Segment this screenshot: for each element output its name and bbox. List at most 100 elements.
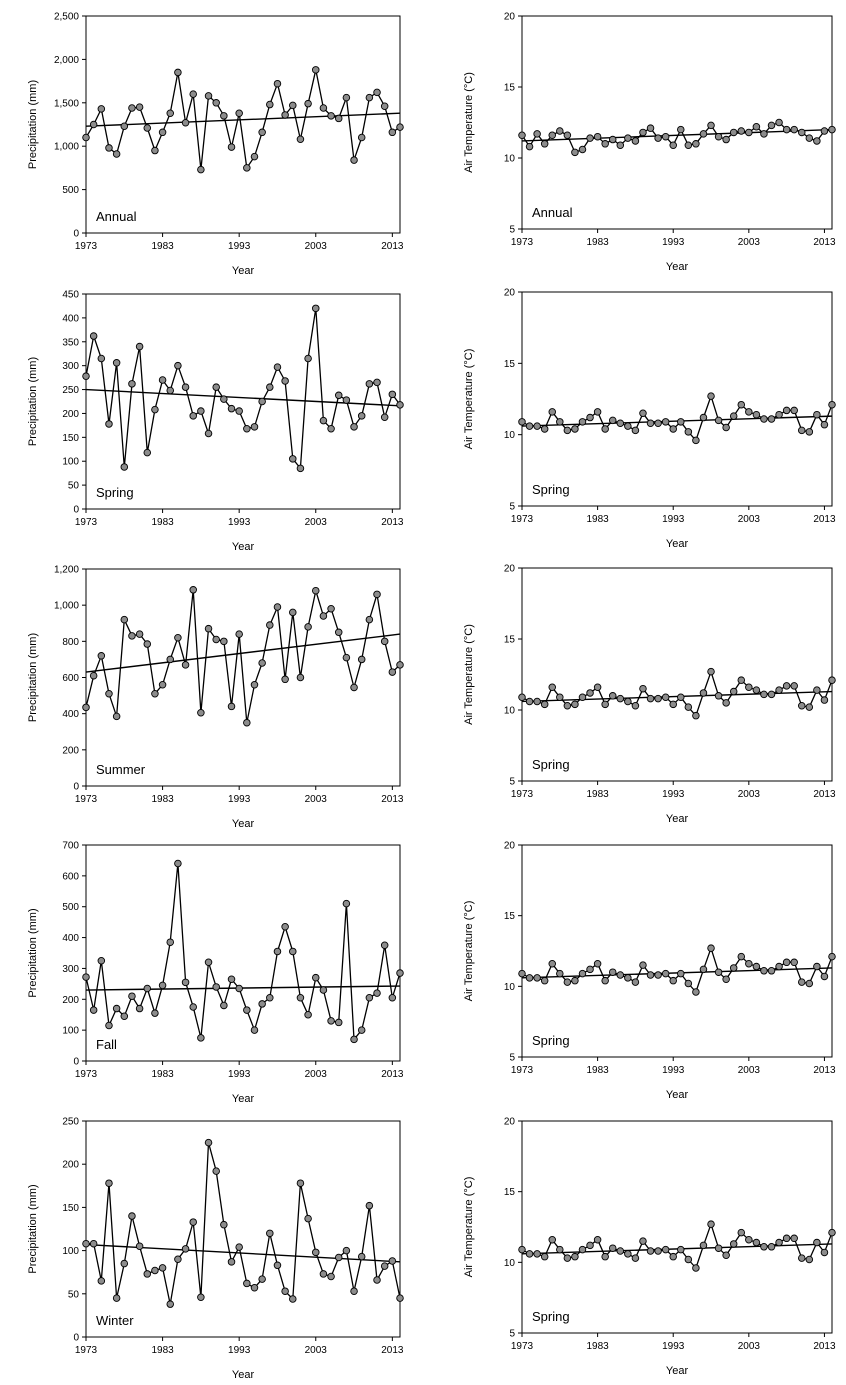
- y-tick-label: 500: [62, 185, 79, 196]
- data-point: [737, 1228, 746, 1237]
- y-axis-label: Air Temperature (°C): [463, 624, 475, 725]
- data-point: [334, 628, 343, 637]
- data-point: [312, 1248, 320, 1257]
- y-axis-label: Precipitation (mm): [27, 80, 39, 169]
- panel-label: Spring: [96, 485, 134, 500]
- data-point: [197, 1293, 205, 1302]
- data-point: [593, 959, 602, 968]
- x-tick-label: 2013: [381, 794, 404, 805]
- data-point: [143, 1270, 152, 1278]
- data-point: [571, 1252, 579, 1261]
- data-point: [143, 448, 152, 457]
- data-point: [707, 121, 715, 130]
- panel-label: Spring: [532, 757, 570, 772]
- y-tick-label: 10: [504, 1258, 516, 1269]
- y-tick-label: 5: [509, 1053, 515, 1064]
- data-point: [631, 978, 640, 986]
- data-point: [782, 1234, 791, 1243]
- x-tick-label: 1973: [75, 241, 98, 252]
- data-point: [143, 984, 152, 993]
- data-point: [281, 377, 289, 385]
- x-axis-label: Year: [666, 1365, 689, 1377]
- y-tick-label: 15: [504, 359, 516, 370]
- data-point: [684, 979, 693, 988]
- data-point: [388, 1257, 397, 1265]
- data-point: [235, 630, 243, 638]
- x-tick-label: 2003: [738, 1065, 761, 1076]
- data-point: [174, 68, 182, 77]
- data-point: [135, 630, 144, 638]
- trend-line: [85, 1243, 401, 1263]
- series-line: [85, 589, 401, 724]
- data-point: [388, 668, 397, 676]
- chart-panel-9: 0 50 100 150 200 250 1973 1983 1993 2003 2013 Year P…: [27, 1117, 404, 1382]
- data-point: [258, 1275, 266, 1283]
- data-point: [639, 684, 647, 693]
- y-tick-label: 5: [509, 1329, 515, 1340]
- data-point: [350, 1035, 358, 1044]
- data-point: [760, 690, 768, 699]
- y-tick-label: 20: [504, 288, 516, 299]
- trend-line: [85, 112, 401, 127]
- data-point: [714, 692, 723, 700]
- data-point: [707, 944, 715, 952]
- chart-panel-1: 0 500 1,000 1,500 2,000 2,500 1973 1983 1993 2003…: [27, 12, 404, 278]
- y-tick-label: 1,500: [54, 98, 79, 109]
- data-point: [296, 993, 305, 1002]
- data-point: [752, 686, 761, 694]
- data-point: [677, 693, 685, 701]
- x-tick-label: 2003: [738, 237, 761, 248]
- data-point: [135, 1242, 144, 1251]
- x-tick-label: 1983: [586, 237, 609, 248]
- y-tick-label: 15: [504, 1187, 516, 1198]
- data-point: [250, 680, 259, 689]
- data-point: [181, 661, 190, 669]
- data-point: [608, 416, 617, 425]
- data-point: [813, 686, 821, 694]
- chart-panel-10: 5 10 15 20 1973 1983 1993 2003 2013 Year Air Tempe…: [463, 1117, 836, 1378]
- x-tick-label: 2003: [305, 794, 328, 805]
- data-point: [319, 612, 328, 620]
- data-point: [578, 1245, 587, 1254]
- x-tick-label: 1973: [511, 1065, 534, 1076]
- series-line: [85, 862, 401, 1041]
- plot-frame: [521, 1120, 833, 1334]
- data-point: [782, 125, 791, 134]
- y-axis-label: Air Temperature (°C): [463, 1177, 475, 1278]
- data-point: [646, 1247, 655, 1255]
- data-point: [593, 683, 602, 692]
- chart-panel-2: 5 10 15 20 1973 1983 1993 2003 2013 Year Air Tempe…: [463, 12, 836, 274]
- data-point: [151, 405, 159, 414]
- data-point: [250, 423, 259, 431]
- data-point: [654, 419, 662, 428]
- data-point: [235, 109, 243, 117]
- data-point: [334, 1253, 343, 1262]
- x-tick-label: 1983: [586, 1065, 609, 1076]
- data-point: [518, 1245, 526, 1254]
- data-point: [692, 711, 700, 720]
- y-tick-label: 300: [62, 361, 79, 372]
- chart-panel-5: 0 200 400 600 800 1,000 1,200 1973 1983 1993 2003 2…: [27, 565, 404, 831]
- data-point: [304, 1010, 312, 1019]
- data-point: [745, 128, 753, 137]
- data-point: [227, 1258, 236, 1266]
- data-point: [319, 104, 328, 112]
- data-point: [227, 404, 236, 413]
- data-point: [593, 1235, 602, 1244]
- data-point: [82, 372, 90, 380]
- data-point: [220, 1220, 228, 1229]
- data-point: [775, 686, 783, 694]
- data-point: [737, 127, 746, 135]
- y-axis-label: Precipitation (mm): [27, 908, 39, 997]
- data-point: [158, 128, 167, 137]
- data-point: [669, 1252, 677, 1261]
- data-point: [684, 141, 693, 149]
- data-point: [820, 696, 829, 704]
- x-tick-label: 2013: [813, 1065, 836, 1076]
- data-point: [692, 988, 700, 996]
- data-point: [571, 148, 579, 157]
- data-point: [181, 978, 190, 987]
- data-point: [327, 1272, 335, 1281]
- data-point: [212, 99, 220, 107]
- y-tick-label: 10: [504, 706, 516, 717]
